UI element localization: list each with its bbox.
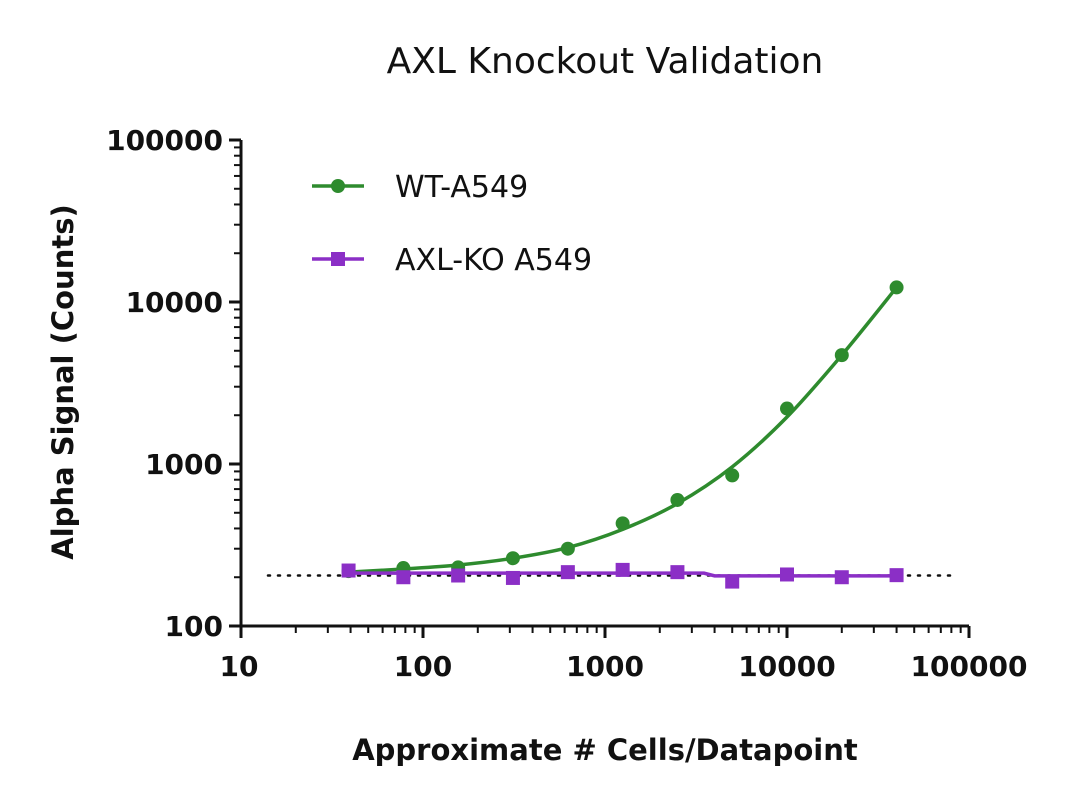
- x-tick-label: 100: [394, 650, 452, 683]
- y-tick-label: 1000: [145, 448, 223, 481]
- x-tick-label: 10: [220, 650, 259, 683]
- legend-marker-wt-a549: [331, 179, 345, 193]
- y-axis-label: Alpha Signal (Counts): [46, 204, 80, 559]
- data-point-axl-ko-a549: [505, 570, 520, 585]
- data-point-axl-ko-a549: [341, 563, 356, 578]
- data-point-wt-a549: [889, 280, 904, 295]
- data-point-wt-a549: [560, 541, 575, 556]
- fit-curve-axl-ko-a549: [348, 571, 897, 578]
- data-point-axl-ko-a549: [396, 570, 411, 585]
- chart-title: AXL Knockout Validation: [387, 41, 824, 82]
- x-tick-label: 1000: [566, 650, 644, 683]
- data-point-wt-a549: [505, 551, 520, 566]
- data-point-axl-ko-a549: [780, 567, 794, 582]
- legend-label-axl-ko-a549: AXL-KO A549: [395, 243, 592, 278]
- x-axis-label: Approximate # Cells/Datapoint: [352, 733, 858, 767]
- y-tick-label: 100000: [106, 124, 223, 157]
- legend-marker-axl-ko-a549: [331, 252, 345, 266]
- x-tick-label: 10000: [738, 650, 835, 683]
- data-point-axl-ko-a549: [834, 570, 849, 585]
- data-point-wt-a549: [834, 348, 849, 363]
- data-point-axl-ko-a549: [670, 565, 685, 580]
- data-point-wt-a549: [670, 492, 685, 507]
- data-point-axl-ko-a549: [615, 562, 630, 577]
- data-point-axl-ko-a549: [451, 568, 466, 583]
- data-point-wt-a549: [780, 401, 794, 416]
- data-point-wt-a549: [725, 468, 740, 483]
- y-tick-label: 100: [165, 610, 223, 643]
- x-tick-label: 100000: [911, 650, 1028, 683]
- data-point-axl-ko-a549: [725, 574, 740, 589]
- legend-label-wt-a549: WT-A549: [395, 170, 528, 205]
- y-tick-label: 10000: [126, 286, 223, 319]
- fit-curve-wt-a549: [348, 286, 898, 574]
- data-point-axl-ko-a549: [560, 565, 575, 580]
- data-point-axl-ko-a549: [889, 568, 904, 583]
- data-point-wt-a549: [615, 516, 630, 531]
